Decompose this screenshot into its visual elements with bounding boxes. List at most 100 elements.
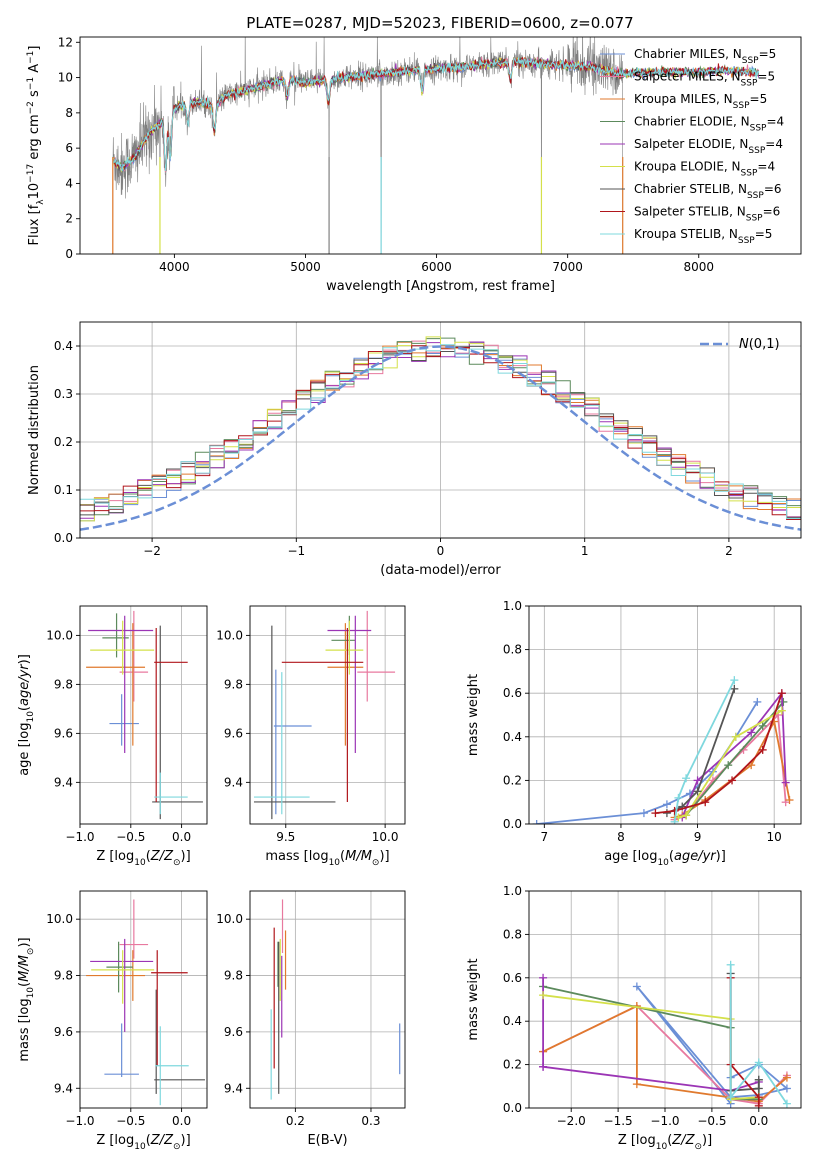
errorbar-point-5 xyxy=(88,615,154,753)
panel-age_vs_mass: 9.5 10.0 9.4 9.6 9.8 10.0 mass [log10(M/M⊙)] xyxy=(216,605,406,868)
series-line xyxy=(685,701,785,816)
y-tick-label: 0.6 xyxy=(503,686,522,700)
x-tick-label: −0.5 xyxy=(116,830,145,844)
x-tick-label: 2 xyxy=(725,544,733,558)
x-tick-label: −1.0 xyxy=(65,1114,94,1128)
y-tick-label: 10 xyxy=(58,71,73,85)
x-tick-label: 0.3 xyxy=(361,1114,380,1128)
x-tick-label: −2 xyxy=(143,544,161,558)
grid xyxy=(250,891,405,1108)
series-9 xyxy=(670,676,739,824)
series-line xyxy=(542,977,760,1092)
errorbar-point-5 xyxy=(90,938,154,1032)
x-axis-label: E(B-V) xyxy=(307,1133,347,1148)
errorbar-point-2 xyxy=(119,610,149,702)
legend-label: N(0,1) xyxy=(739,337,780,352)
y-tick-label: 0 xyxy=(65,247,73,261)
y-tick-label: 4 xyxy=(65,176,73,190)
plot-area xyxy=(270,899,401,1100)
axes: −1.0 −0.5 0.0 9.4 9.6 9.8 10.0 Z [log10(Z/Z⊙)] a… xyxy=(17,605,208,868)
y-tick-label: 0.0 xyxy=(503,1101,522,1115)
series-line xyxy=(673,679,736,822)
y-tick-label: 9.8 xyxy=(54,969,73,983)
axes-frame xyxy=(249,605,406,825)
y-tick-label: 0.8 xyxy=(503,927,522,941)
axes-frame xyxy=(79,605,208,825)
x-axis-label: (data-model)/error xyxy=(380,563,501,578)
errorbar-point-3 xyxy=(86,950,146,1001)
gaussian-curve xyxy=(80,345,801,531)
x-tick-label: 7000 xyxy=(552,260,583,274)
plot-area xyxy=(80,336,801,538)
y-tick-label: 0.2 xyxy=(54,435,73,449)
x-tick-label: −0.5 xyxy=(116,1114,145,1128)
legend-label-8: Salpeter STELIB, NSSP=6 xyxy=(634,205,780,224)
errorbar-point-9 xyxy=(154,772,188,815)
y-tick-label: 0.8 xyxy=(503,643,522,657)
errorbar-point-6 xyxy=(91,950,155,1004)
x-tick-label: −1 xyxy=(287,544,305,558)
y-tick-label: 0.0 xyxy=(54,531,73,545)
errorbar-point-6 xyxy=(90,620,155,675)
x-tick-label: −0.5 xyxy=(697,1114,726,1128)
panel-mass_vs_Z: −1.0 −0.5 0.0 9.4 9.6 9.8 10.0 Z [log10(Z/Z⊙)] m… xyxy=(17,890,208,1152)
axes: 0.2 0.3 9.4 9.6 9.8 10.0 E(B-V) xyxy=(216,890,406,1148)
plot-area xyxy=(539,960,791,1108)
grid xyxy=(529,605,801,825)
legend-label-1: Chabrier MILES, NSSP=5 xyxy=(634,47,776,66)
y-tick-label: 0.4 xyxy=(503,1014,522,1028)
y-tick-label: 0.3 xyxy=(54,387,73,401)
y-tick-label: 8 xyxy=(65,106,73,120)
legend-label-5: Salpeter ELODIE, NSSP=4 xyxy=(634,137,783,156)
x-tick-label: 9.5 xyxy=(276,830,295,844)
x-axis-label: wavelength [Angstrom, rest frame] xyxy=(326,279,555,294)
y-tick-label: 0.0 xyxy=(503,817,522,831)
errorbar-point-1 xyxy=(104,1023,139,1077)
series-line xyxy=(729,973,760,1092)
panel-residuals: −2 −1 0 1 2 0.0 0.1 0.2 0.3 0.4 (data-model)/error… xyxy=(27,321,802,578)
panel-mass_weight_vs_age: 7 8 9 10 0.0 0.2 0.4 0.6 0.8 1.0 age [log10(age/yr… xyxy=(466,599,802,868)
y-tick-label: 10.0 xyxy=(46,628,73,642)
legend-label-2: Salpeter MILES, NSSP=5 xyxy=(634,70,775,89)
x-tick-label: 10.0 xyxy=(372,830,399,844)
panel-age_vs_Z: −1.0 −0.5 0.0 9.4 9.6 9.8 10.0 Z [log10(Z/Z⊙)] a… xyxy=(17,605,208,868)
y-tick-label: 0.2 xyxy=(503,773,522,787)
series-7 xyxy=(726,969,763,1095)
x-tick-label: 0.0 xyxy=(172,1114,191,1128)
grid xyxy=(250,606,405,824)
y-tick-label: 0.6 xyxy=(503,971,522,985)
errorbar-point-3 xyxy=(86,623,146,746)
y-tick-label: 12 xyxy=(58,35,73,49)
legend: Chabrier MILES, NSSP=5 Salpeter MILES, NS… xyxy=(600,47,784,246)
errorbar-point-8 xyxy=(154,628,188,802)
y-tick-label: 9.4 xyxy=(224,775,243,789)
grid xyxy=(79,891,207,1108)
series-line xyxy=(678,709,783,819)
x-tick-label: 8 xyxy=(617,830,625,844)
y-axis-label: age [log10(age/yr)] xyxy=(17,654,36,776)
axes-frame xyxy=(528,605,802,825)
legend-label-7: Chabrier STELIB, NSSP=6 xyxy=(634,182,782,201)
legend-label-9: Kroupa STELIB, NSSP=5 xyxy=(634,227,772,246)
series-1 xyxy=(532,697,762,824)
axes: −1.0 −0.5 0.0 9.4 9.6 9.8 10.0 Z [log10(Z/Z⊙)] m… xyxy=(17,890,208,1152)
x-tick-label: 4000 xyxy=(159,260,190,274)
errorbar-point-3 xyxy=(327,623,364,746)
x-tick-label: 1 xyxy=(581,544,589,558)
y-tick-label: 9.4 xyxy=(224,1081,243,1095)
y-tick-label: 9.6 xyxy=(54,1025,73,1039)
axes-frame xyxy=(79,890,208,1109)
panel-mass_weight_vs_Z: −2.0 −1.5 −1.0 −0.5 0.0 0.0 0.2 0.4 0.6 0.8 1.0 Z [… xyxy=(466,884,802,1152)
series-line xyxy=(729,964,788,1105)
x-axis-label: Z [log10(Z/Z⊙)] xyxy=(96,1133,190,1152)
axes-frame xyxy=(249,890,406,1109)
y-tick-label: 1.0 xyxy=(503,599,522,613)
y-axis-label: mass weight xyxy=(466,674,481,756)
axes-frame xyxy=(79,36,802,255)
x-tick-label: 9 xyxy=(694,830,702,844)
y-tick-label: 9.6 xyxy=(224,726,243,740)
x-axis-label: mass [log10(M/M⊙)] xyxy=(265,849,389,868)
errorbar-point-9 xyxy=(155,1026,189,1106)
series-line xyxy=(674,718,791,819)
